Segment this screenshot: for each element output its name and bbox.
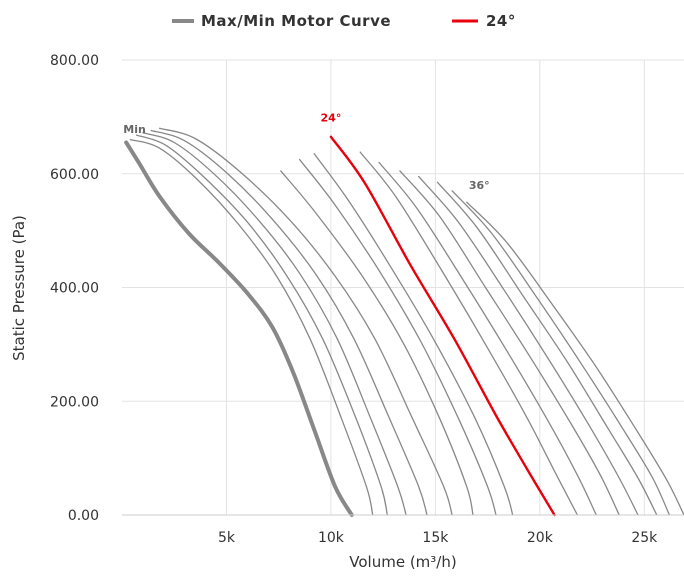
blade-angle-curve-5[interactable] [158, 127, 453, 516]
blade-angle-curve-8[interactable] [313, 153, 514, 516]
blade-angle-curve-14[interactable] [436, 181, 658, 516]
x-tick-label: 15k [422, 530, 449, 546]
series-group [124, 127, 684, 517]
blade-angle-curve-12[interactable] [399, 170, 620, 516]
axes: 0.00 200.00 400.00 600.00 800.00 5k 10k 15k 20k 2… [50, 53, 684, 546]
curve-annotation: 36° [469, 179, 490, 192]
blade-angle-curve-13[interactable] [418, 175, 639, 516]
blade-angle-curve-15[interactable] [451, 190, 671, 516]
x-tick-label: 10k [318, 530, 345, 546]
blade-angle-curve-1[interactable] [129, 138, 374, 516]
x-tick-label: 20k [527, 530, 554, 546]
legend-label-motor-curve[interactable]: Max/Min Motor Curve [201, 12, 391, 30]
y-tick-label: 200.00 [50, 394, 99, 410]
legend: Max/Min Motor Curve 24° [172, 12, 516, 30]
curve-annotation: 24° [321, 111, 342, 124]
y-axis-title: Static Pressure (Pa) [10, 215, 28, 361]
blade-angle-curve-2[interactable] [135, 134, 388, 516]
y-tick-label: 0.00 [68, 508, 99, 524]
y-tick-label: 600.00 [50, 167, 99, 183]
blade-angle-curve-7[interactable] [298, 158, 497, 516]
x-axis-title: Volume (m³/h) [349, 553, 456, 571]
x-tick-label: 5k [218, 530, 236, 546]
x-tick-label: 25k [631, 530, 658, 546]
max-min-motor-curve[interactable] [124, 140, 354, 517]
curve-24deg[interactable] [329, 135, 556, 517]
blade-angle-curve-4[interactable] [150, 129, 428, 516]
curve-annotation: Min [123, 123, 146, 136]
y-tick-label: 800.00 [50, 53, 99, 69]
legend-label-24deg[interactable]: 24° [486, 12, 516, 30]
blade-angle-curve-11[interactable] [378, 161, 597, 516]
blade-angle-curve-10[interactable] [359, 151, 579, 516]
y-tick-label: 400.00 [50, 281, 99, 297]
annotation-group: Min 24° 36° [123, 111, 489, 192]
blade-angle-curve-3[interactable] [142, 132, 407, 516]
blade-angle-curve-16[interactable] [466, 201, 684, 516]
blade-angle-curve-6[interactable] [280, 170, 474, 516]
